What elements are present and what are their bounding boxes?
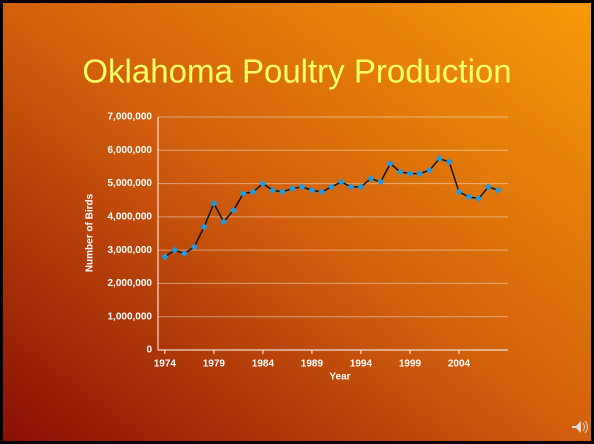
marker (465, 193, 473, 201)
x-tick-label: 1984 (252, 359, 275, 370)
chart-title: Oklahoma Poultry Production (82, 53, 511, 90)
marker (445, 158, 453, 166)
marker (435, 155, 443, 163)
y-tick-label: 6,000,000 (108, 145, 153, 156)
marker (200, 223, 208, 231)
marker (484, 183, 492, 191)
y-tick-label: 3,000,000 (108, 245, 153, 256)
marker (367, 175, 375, 183)
y-tick-label: 0 (146, 345, 152, 356)
y-tick-label: 2,000,000 (108, 278, 153, 289)
marker (396, 168, 404, 176)
marker (455, 188, 463, 196)
marker (171, 246, 179, 254)
x-tick-label: 1989 (301, 359, 324, 370)
background (3, 3, 591, 441)
marker (180, 249, 188, 257)
marker (328, 183, 336, 191)
x-axis-label: Year (329, 372, 350, 383)
x-tick-label: 1999 (399, 359, 422, 370)
marker (259, 180, 267, 188)
marker (190, 243, 198, 251)
marker (426, 166, 434, 174)
marker (347, 183, 355, 191)
marker (288, 185, 296, 193)
x-tick-label: 1979 (203, 359, 226, 370)
x-tick-label: 1974 (154, 359, 177, 370)
marker (318, 188, 326, 196)
marker (475, 195, 483, 203)
marker (161, 253, 169, 261)
y-tick-label: 4,000,000 (108, 211, 153, 222)
x-tick-label: 1994 (350, 359, 373, 370)
marker (386, 160, 394, 168)
y-tick-label: 7,000,000 (108, 112, 153, 123)
marker (416, 170, 424, 178)
marker (229, 206, 237, 214)
marker (239, 190, 247, 198)
marker (298, 183, 306, 191)
marker (249, 188, 257, 196)
marker (494, 186, 502, 194)
marker (308, 186, 316, 194)
marker (269, 186, 277, 194)
marker (279, 188, 287, 196)
x-tick-label: 2004 (448, 359, 471, 370)
y-tick-label: 1,000,000 (108, 311, 153, 322)
marker (377, 178, 385, 186)
y-axis-label: Number of Birds (85, 193, 96, 272)
speaker-icon[interactable] (572, 420, 588, 434)
marker (337, 178, 345, 186)
marker (210, 200, 218, 208)
y-tick-label: 5,000,000 (108, 178, 153, 189)
marker (406, 170, 414, 178)
marker (357, 183, 365, 191)
marker (220, 218, 228, 226)
